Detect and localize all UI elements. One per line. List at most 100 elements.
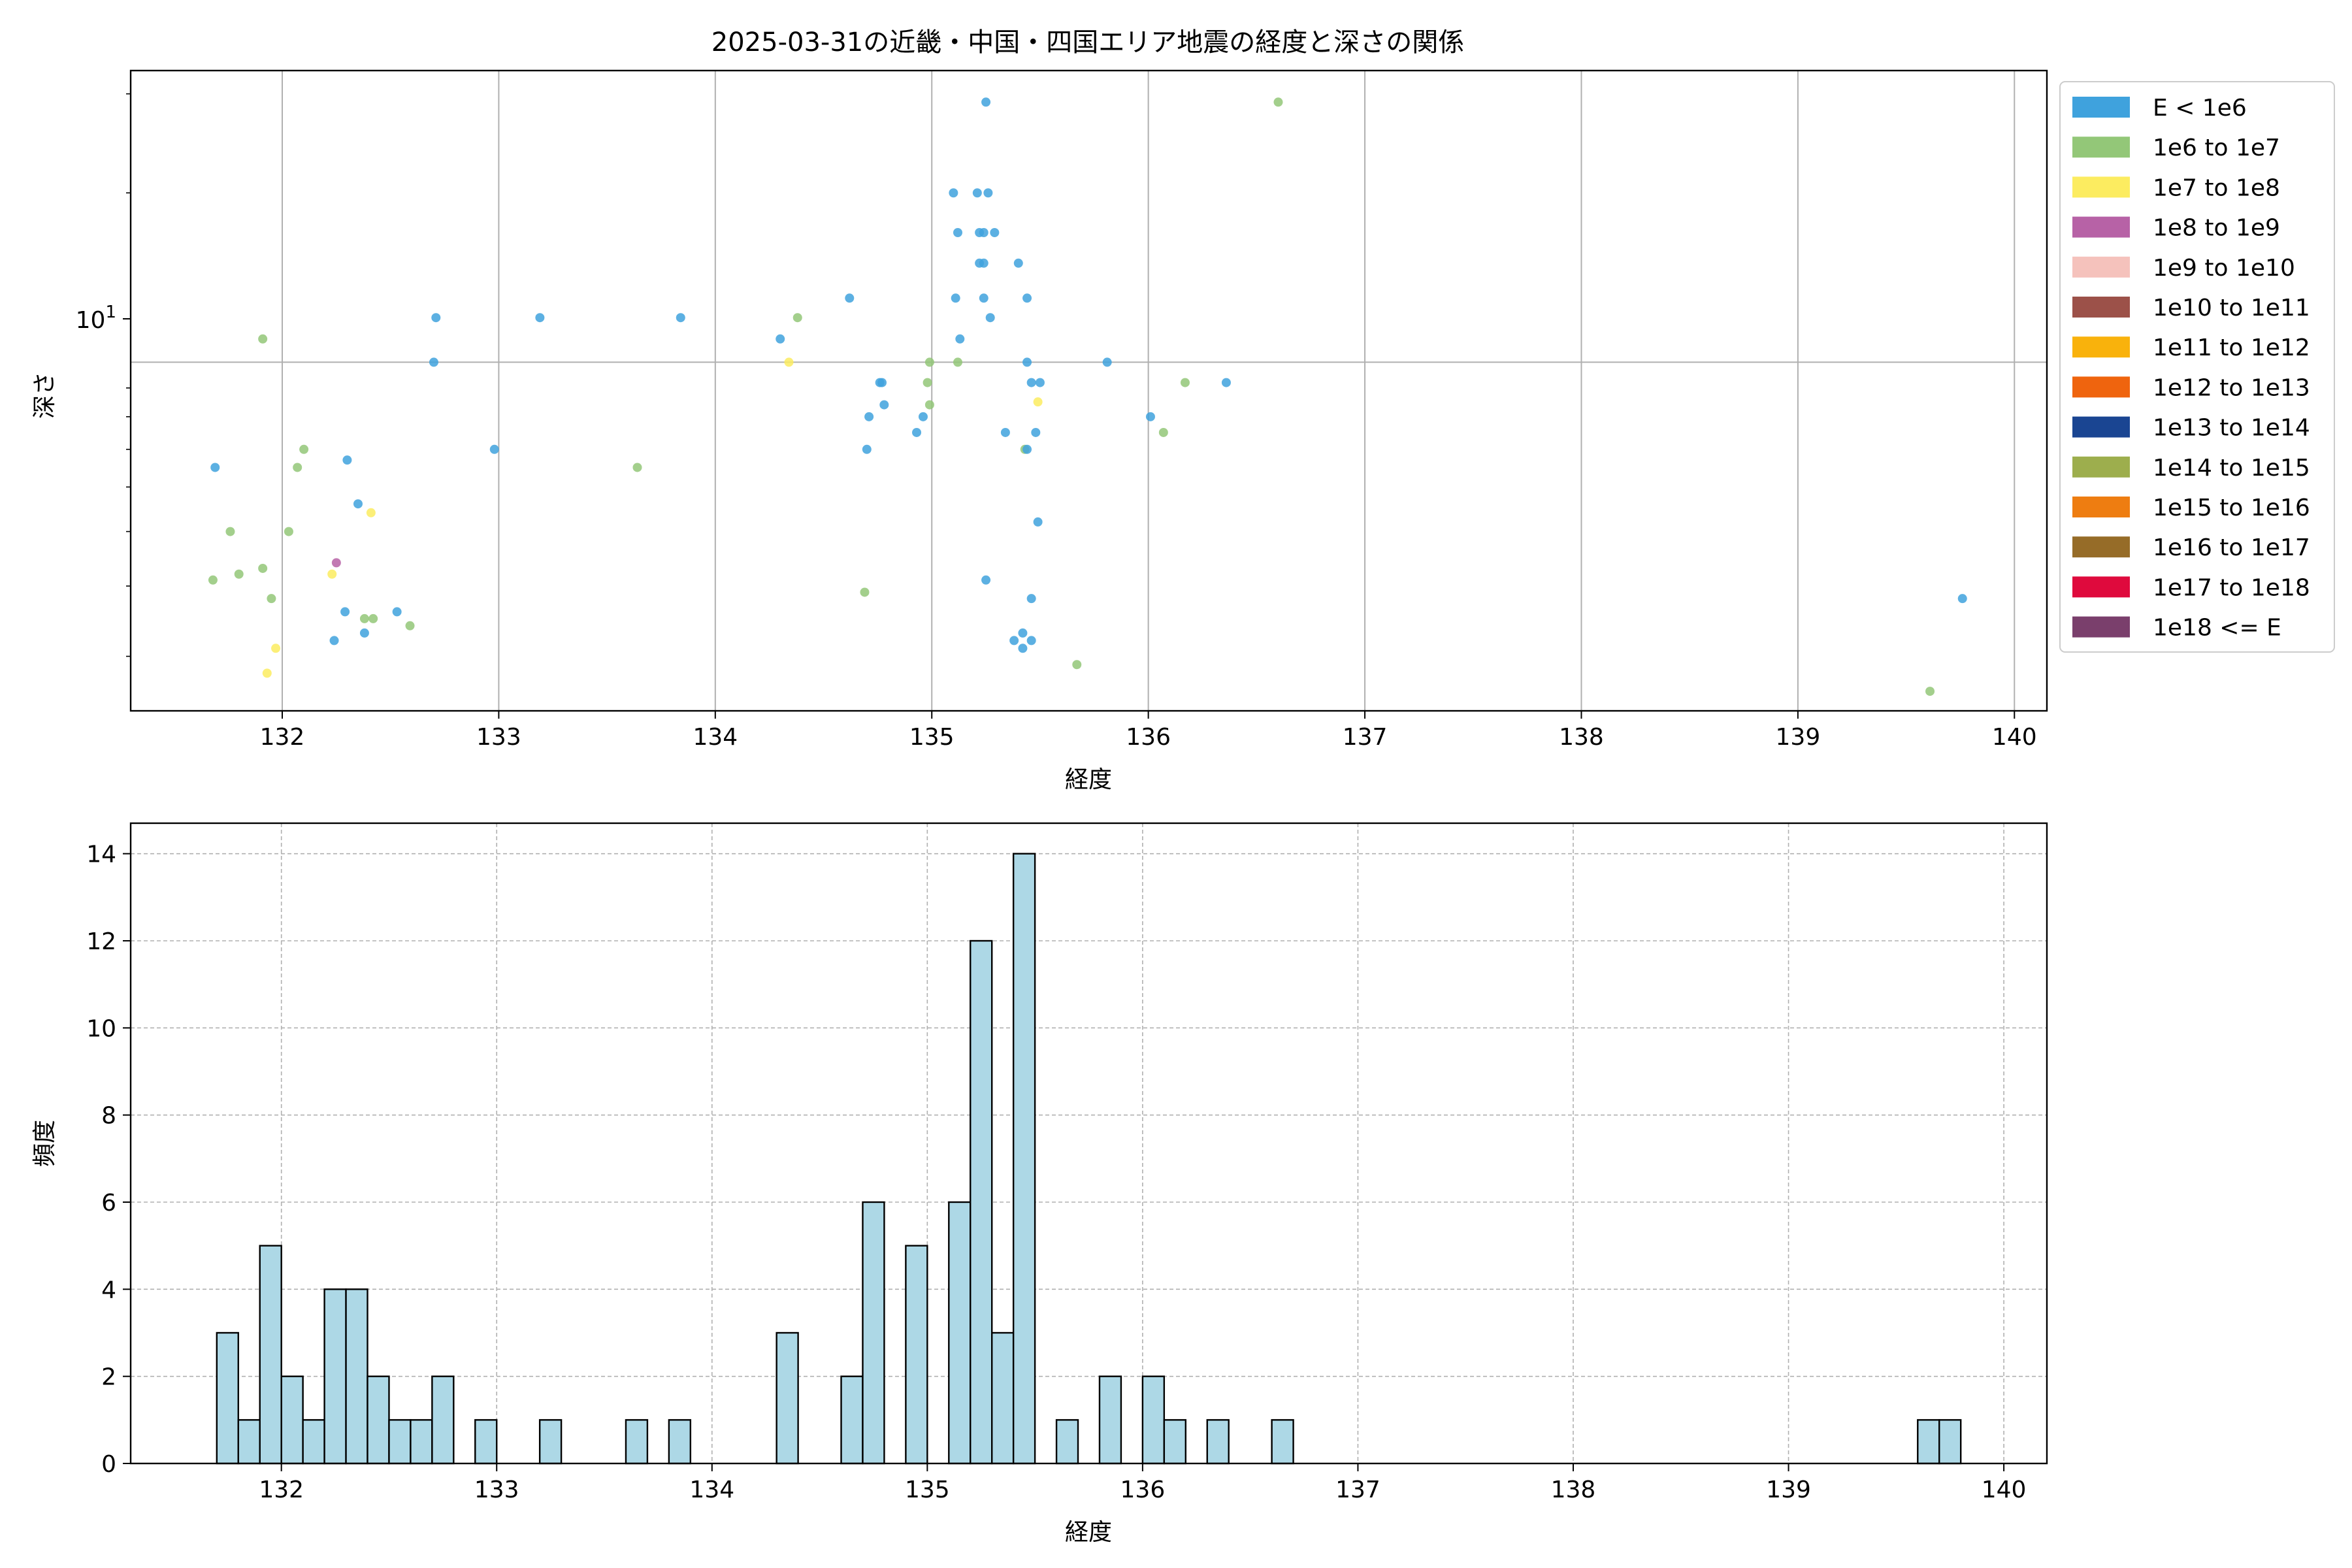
scatter-point xyxy=(267,594,276,604)
scatter-point xyxy=(331,558,341,568)
histogram-bar xyxy=(625,1419,649,1465)
scatter-point xyxy=(359,628,369,638)
scatter-point xyxy=(1026,636,1036,645)
scatter-point xyxy=(877,378,887,387)
scatter-point xyxy=(862,444,872,454)
scatter-point xyxy=(923,378,932,387)
scatter-point xyxy=(1158,427,1168,437)
scatter-point xyxy=(1026,594,1036,604)
scatter-point xyxy=(1022,444,1032,454)
scatter-point xyxy=(262,668,272,678)
scatter-point xyxy=(342,455,352,465)
scatter-title: 2025-03-31の近畿・中国・四国エリア地震の経度と深さの関係 xyxy=(711,27,1464,57)
histogram-x-tick-label: 139 xyxy=(1766,1477,1811,1503)
scatter-point xyxy=(210,463,220,472)
histogram-y-tick-label: 2 xyxy=(101,1364,116,1391)
scatter-point xyxy=(431,313,441,323)
scatter-y-tick-10: 101 xyxy=(76,302,131,334)
legend-swatch xyxy=(2072,536,2130,558)
scatter-point xyxy=(845,293,855,303)
scatter-point xyxy=(284,527,293,536)
scatter-point xyxy=(1026,378,1036,387)
histogram-bar xyxy=(776,1331,799,1465)
histogram-x-tick-label: 135 xyxy=(905,1477,950,1503)
histogram-y-tick-label: 6 xyxy=(101,1190,116,1217)
histogram-x-ticks: 132 133 134 135 136 137 138 139 140 xyxy=(259,1463,2026,1503)
legend-label: 1e17 to 1e18 xyxy=(2153,574,2310,601)
scatter-point xyxy=(1033,517,1043,527)
histogram-y-tick-label: 10 xyxy=(86,1015,116,1042)
scatter-point xyxy=(327,569,337,579)
histogram-bar xyxy=(431,1375,455,1465)
histogram-bar xyxy=(1917,1419,1940,1465)
legend-swatch xyxy=(2072,256,2130,278)
scatter-point xyxy=(1022,293,1032,303)
histogram-bar xyxy=(970,939,993,1465)
histogram-bar xyxy=(991,1331,1015,1465)
histogram-bar xyxy=(948,1201,972,1465)
scatter-point xyxy=(1013,258,1023,268)
scatter-y-axis-label: 深さ xyxy=(31,372,58,419)
scatter-x-tick-label: 132 xyxy=(260,724,305,751)
scatter-point xyxy=(429,357,438,367)
histogram-grid xyxy=(131,823,2047,1464)
scatter-point xyxy=(225,527,235,536)
scatter-legend: E < 1e6 1e6 to 1e7 1e7 to 1e8 1e8 to 1e9 1e9… xyxy=(2059,81,2335,653)
scatter-point xyxy=(676,313,685,323)
scatter-x-tick-label: 137 xyxy=(1343,724,1388,751)
histogram-bar xyxy=(538,1419,563,1465)
scatter-point xyxy=(208,575,218,585)
histogram-bar xyxy=(1012,853,1036,1465)
legend-swatch xyxy=(2072,176,2130,198)
scatter-point xyxy=(924,357,934,367)
scatter-point xyxy=(632,463,642,472)
histogram-y-tick-label: 4 xyxy=(101,1277,116,1303)
legend-label: 1e14 to 1e15 xyxy=(2153,455,2310,482)
histogram-bar xyxy=(345,1288,368,1465)
scatter-point xyxy=(1221,378,1231,387)
scatter-point xyxy=(329,636,339,645)
histogram-x-tick-label: 137 xyxy=(1335,1477,1380,1503)
scatter-point xyxy=(299,444,309,454)
histogram-bar xyxy=(323,1288,347,1465)
scatter-point xyxy=(990,228,1000,238)
histogram-bar xyxy=(1271,1419,1294,1465)
scatter-point xyxy=(981,575,991,585)
legend-swatch xyxy=(2072,497,2130,517)
scatter-point xyxy=(258,563,268,573)
histogram-bar xyxy=(1098,1375,1122,1465)
histogram-y-axis-label: 頻度 xyxy=(31,1120,58,1167)
histogram-bar xyxy=(237,1419,261,1465)
scatter-point xyxy=(955,334,965,344)
scatter-point xyxy=(353,499,363,509)
scatter-point xyxy=(784,357,794,367)
legend-label: 1e9 to 1e10 xyxy=(2153,255,2295,282)
scatter-point xyxy=(953,357,962,367)
legend-swatch xyxy=(2072,297,2130,318)
legend-swatch xyxy=(2072,97,2130,118)
histogram-bar xyxy=(1141,1375,1166,1465)
histogram-y-tick-label: 12 xyxy=(86,928,116,955)
legend-swatch xyxy=(2072,216,2130,238)
scatter-x-tick-label: 138 xyxy=(1559,724,1604,751)
histogram-bar xyxy=(1206,1419,1230,1465)
histogram-bar xyxy=(388,1419,412,1465)
scatter-point xyxy=(1018,628,1028,638)
histogram-x-tick-label: 133 xyxy=(474,1477,519,1503)
scatter-point xyxy=(1033,397,1043,407)
scatter-point xyxy=(972,188,982,198)
scatter-point xyxy=(405,621,415,630)
scatter-point xyxy=(489,444,499,454)
histogram-bar xyxy=(840,1375,864,1465)
scatter-x-tick-label: 140 xyxy=(1992,724,2037,751)
histogram-bar xyxy=(259,1245,282,1465)
scatter-point xyxy=(1180,378,1190,387)
histogram-panel: 132 133 134 135 136 137 138 139 140 02468101214 … xyxy=(31,822,2048,1546)
scatter-point xyxy=(271,644,281,653)
legend-label: 1e12 to 1e13 xyxy=(2153,374,2310,401)
histogram-y-tick-label: 8 xyxy=(101,1103,116,1130)
histogram-x-tick-label: 134 xyxy=(689,1477,734,1503)
legend-frame xyxy=(2059,81,2335,653)
histogram-axes-frame xyxy=(129,822,2048,1465)
scatter-point xyxy=(1072,660,1082,670)
